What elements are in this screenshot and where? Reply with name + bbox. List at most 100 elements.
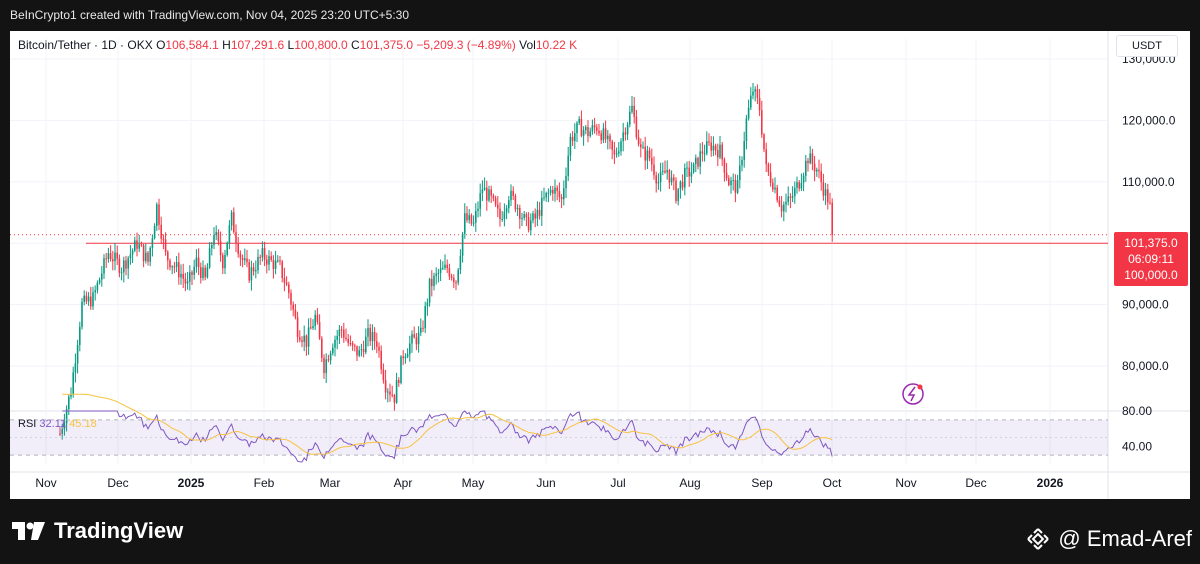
candle-body	[235, 232, 237, 244]
candle-body	[607, 135, 609, 140]
candle-body	[222, 255, 224, 269]
candle-body	[107, 253, 110, 260]
candle-body	[415, 337, 418, 345]
rsi-axis-label: 40.00	[1122, 439, 1152, 453]
candle-body	[246, 258, 248, 263]
time-axis-label: Dec	[107, 476, 128, 490]
time-axis-label: Aug	[679, 476, 700, 490]
candle-body	[761, 110, 763, 135]
candle-body	[728, 178, 730, 186]
candle-body	[145, 252, 147, 261]
candle-body	[208, 248, 211, 268]
candle-body	[307, 327, 310, 347]
candle-body	[785, 201, 787, 205]
candle-body	[690, 172, 693, 177]
symbol-label[interactable]: Bitcoin/Tether · 1D · OKX	[18, 38, 153, 52]
candle-body	[624, 132, 627, 135]
header-text: BeInCrypto1 created with TradingView.com…	[10, 8, 410, 22]
volume-label: Vol	[519, 38, 536, 52]
candle-body	[629, 111, 631, 125]
candle-body	[191, 272, 193, 275]
candle-body	[255, 270, 257, 272]
candle-body	[611, 141, 613, 150]
candle-body	[162, 238, 165, 240]
candle-body	[563, 188, 565, 200]
rsi-ma-line	[62, 393, 833, 455]
candle-body	[178, 262, 180, 278]
candle-body	[719, 144, 721, 158]
chart-panel[interactable]: 80,000.0 90,000.0 100,000.0 110,000.0 120,00…	[10, 31, 1190, 499]
chart-svg[interactable]: 80,000.0 90,000.0 100,000.0 110,000.0 120,00…	[10, 31, 1190, 499]
candle-body	[424, 306, 426, 329]
candle-body	[197, 257, 200, 268]
candle-body	[752, 91, 754, 96]
candle-body	[725, 172, 728, 179]
tradingview-brand[interactable]: TradingView	[12, 518, 183, 544]
candle-body	[118, 258, 121, 273]
candle-body	[358, 350, 360, 356]
candle-body	[668, 170, 671, 183]
candle-body	[534, 213, 536, 219]
candle-body	[380, 350, 382, 370]
candle-body	[259, 256, 261, 258]
time-axis-label: 2026	[1037, 476, 1064, 490]
candle-body	[345, 337, 347, 340]
rsi-axis-label: 80.00	[1122, 404, 1152, 418]
candle-body	[763, 134, 765, 150]
time-axis-label: Jul	[610, 476, 625, 490]
currency-selector[interactable]: USDT	[1116, 35, 1178, 57]
candle-body	[681, 181, 684, 188]
candle-body	[604, 128, 607, 140]
candle-body	[723, 159, 726, 173]
candle-body	[532, 213, 534, 221]
candle-body	[156, 204, 158, 226]
candle-body	[789, 196, 792, 198]
candle-body	[714, 145, 717, 151]
candle-body	[807, 160, 809, 164]
candle-body	[109, 253, 112, 260]
candle-body	[435, 273, 437, 276]
candle-body	[596, 127, 598, 131]
candle-body	[479, 193, 481, 209]
candle-body	[701, 151, 704, 154]
candle-body	[292, 304, 294, 310]
candle-body	[112, 259, 114, 262]
candle-body	[164, 239, 167, 253]
candle-body	[325, 359, 327, 374]
header-bar: BeInCrypto1 created with TradingView.com…	[0, 0, 1200, 30]
candle-body	[175, 262, 178, 267]
candle-body	[90, 296, 92, 307]
candle-body	[281, 261, 283, 279]
candle-body	[318, 322, 321, 339]
candle-body	[63, 423, 66, 430]
candle-body	[241, 257, 244, 261]
candle-body	[180, 273, 182, 278]
candle-body	[219, 241, 222, 256]
candle-body	[827, 189, 829, 203]
candle-body	[92, 292, 94, 307]
candle-body	[129, 254, 132, 259]
candle-body	[290, 292, 292, 305]
low-value: 100,800.0	[294, 38, 348, 52]
candle-body	[525, 214, 528, 218]
time-axis-label: Dec	[965, 476, 986, 490]
candle-body	[455, 282, 457, 284]
candle-body	[593, 125, 596, 128]
candle-body	[362, 349, 365, 353]
candle-body	[65, 409, 68, 424]
candle-body	[503, 212, 506, 219]
candle-body	[96, 282, 99, 291]
rsi-legend[interactable]: RSI 32.11 45.18	[18, 418, 97, 430]
candle-body	[334, 339, 336, 348]
candle-body	[323, 357, 325, 374]
candle-body	[354, 345, 356, 347]
candle-body	[217, 232, 220, 242]
candle-body	[747, 107, 750, 119]
time-axis-label: 2025	[178, 476, 205, 490]
candle-body	[329, 353, 332, 361]
close-value: 101,375.0	[359, 38, 414, 52]
binance-icon	[1027, 528, 1050, 550]
volume-value: 10.22 K	[535, 38, 578, 52]
candle-body	[305, 335, 308, 347]
candle-body	[734, 179, 737, 193]
